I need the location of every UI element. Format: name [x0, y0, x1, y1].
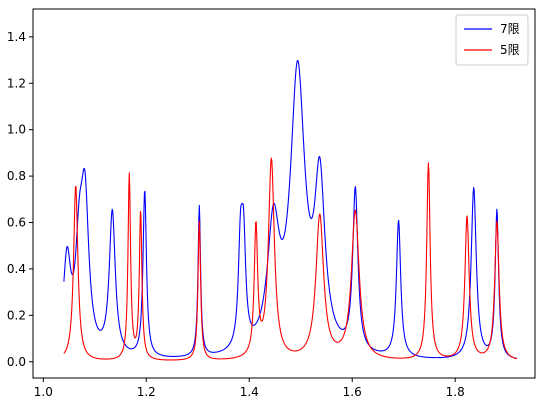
- y-tick-label: 0.0: [7, 355, 26, 369]
- series-layer: [63, 59, 518, 361]
- x-axis: 1.0 1.2 1.4 1.6 1.8: [34, 378, 465, 399]
- legend-label-0: 7限: [500, 22, 520, 36]
- plot-area: [32, 8, 536, 379]
- plot-frame: [32, 8, 536, 379]
- y-tick-label: 1.0: [7, 123, 26, 137]
- y-tick-label: 0.2: [7, 308, 26, 322]
- legend-box: [455, 14, 529, 66]
- y-tick-label: 0.4: [7, 262, 26, 276]
- y-tick-label: 1.4: [7, 30, 26, 44]
- legend: 7限 5限: [455, 14, 529, 66]
- y-axis: 0.0 0.2 0.4 0.6 0.8 1.0 1.2 1.4: [7, 30, 33, 369]
- x-tick-label: 1.2: [137, 385, 156, 399]
- y-tick-label: 1.2: [7, 76, 26, 90]
- series-line-1: [63, 157, 518, 361]
- x-tick-label: 1.4: [240, 385, 259, 399]
- series-line-0: [63, 59, 518, 359]
- x-tick-label: 1.6: [343, 385, 362, 399]
- x-tick-label: 1.0: [34, 385, 53, 399]
- x-tick-label: 1.8: [446, 385, 465, 399]
- y-tick-label: 0.6: [7, 216, 26, 230]
- legend-label-1: 5限: [500, 43, 520, 57]
- y-tick-label: 0.8: [7, 169, 26, 183]
